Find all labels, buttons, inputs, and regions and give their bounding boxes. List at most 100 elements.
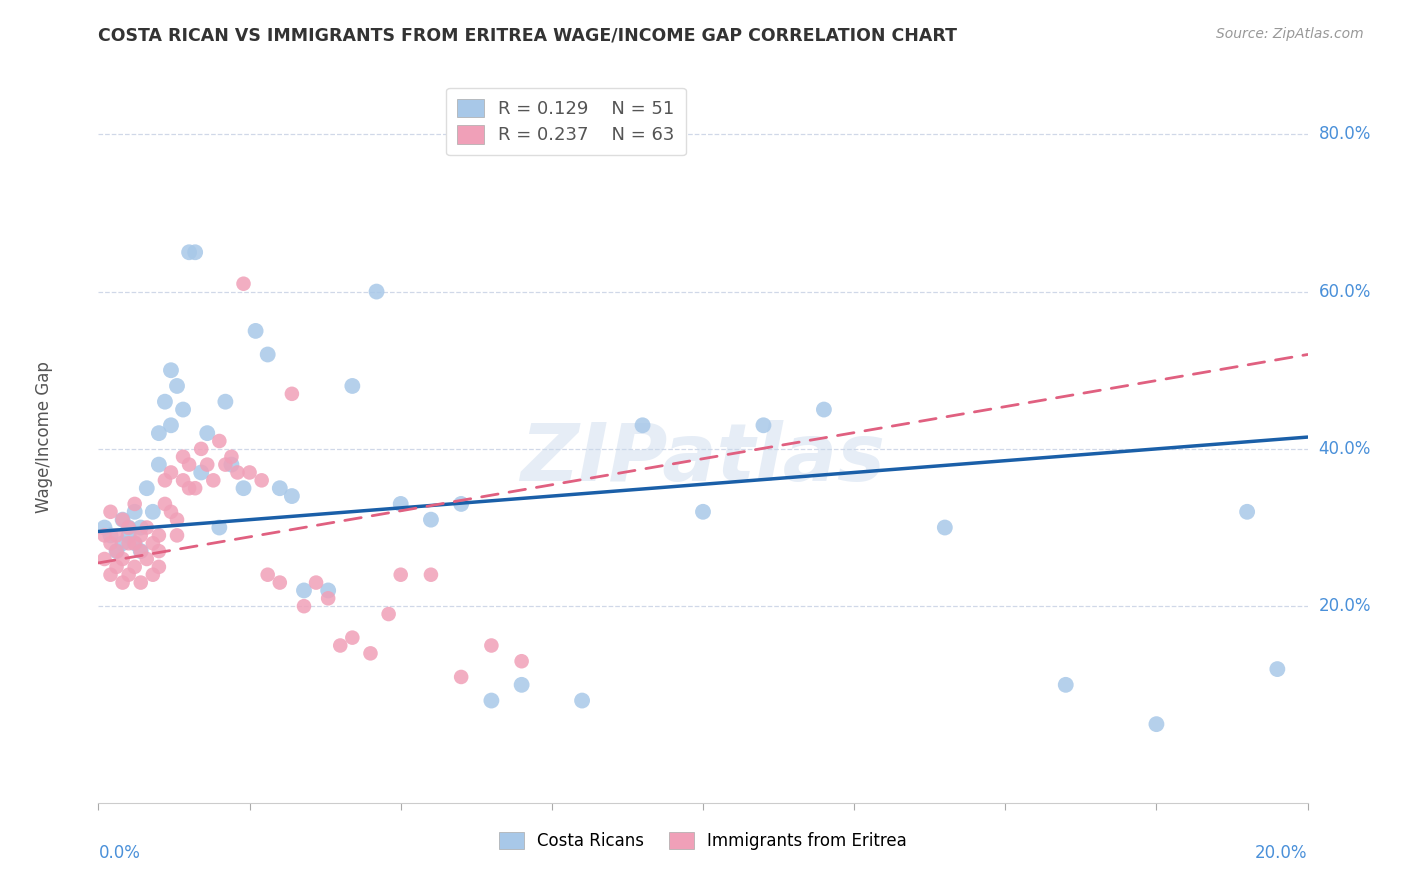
Point (105, 528, 128, 542)
Point (179, 481, 201, 495)
Point (934, 520, 956, 534)
Point (142, 567, 165, 582)
Point (129, 528, 152, 542)
Point (190, 442, 212, 456)
Point (172, 450, 194, 464)
Point (118, 520, 141, 534)
Text: 20.0%: 20.0% (1256, 845, 1308, 863)
Point (420, 513, 443, 527)
Point (1054, 678, 1077, 692)
Point (100, 505, 122, 519)
Text: 0.0%: 0.0% (98, 845, 141, 863)
Point (481, 693, 503, 707)
Point (316, 583, 339, 598)
Point (292, 599, 315, 614)
Point (166, 513, 188, 527)
Text: 80.0%: 80.0% (1319, 125, 1371, 144)
Point (208, 520, 231, 534)
Point (184, 245, 207, 260)
Point (105, 544, 128, 558)
Text: 60.0%: 60.0% (1319, 283, 1371, 301)
Point (111, 513, 134, 527)
Point (148, 544, 170, 558)
Point (389, 497, 412, 511)
Point (631, 418, 654, 433)
Text: 40.0%: 40.0% (1319, 440, 1371, 458)
Legend: Costa Ricans, Immigrants from Eritrea: Costa Ricans, Immigrants from Eritrea (492, 825, 914, 856)
Point (232, 277, 254, 291)
Point (153, 394, 176, 409)
Point (93, 520, 115, 534)
Point (342, 631, 364, 645)
Point (135, 520, 157, 534)
Point (111, 513, 134, 527)
Point (111, 552, 134, 566)
Point (160, 466, 183, 480)
Point (111, 575, 134, 590)
Point (148, 426, 170, 441)
Point (100, 536, 122, 550)
Point (366, 285, 388, 299)
Point (250, 473, 273, 487)
Point (124, 536, 146, 550)
Point (93, 528, 115, 542)
Point (305, 575, 328, 590)
Point (1144, 717, 1167, 731)
Point (360, 646, 382, 660)
Point (100, 528, 122, 542)
Point (281, 489, 304, 503)
Point (172, 473, 194, 487)
Point (420, 567, 443, 582)
Point (118, 536, 141, 550)
Point (160, 418, 183, 433)
Point (342, 379, 364, 393)
Point (1236, 505, 1258, 519)
Point (510, 678, 533, 692)
Point (269, 481, 291, 495)
Point (105, 544, 128, 558)
Point (142, 505, 165, 519)
Point (153, 497, 176, 511)
Text: 20.0%: 20.0% (1319, 597, 1371, 615)
Point (129, 575, 152, 590)
Text: ZIPatlas: ZIPatlas (520, 420, 886, 498)
Point (172, 402, 194, 417)
Text: Wage/Income Gap: Wage/Income Gap (35, 361, 53, 513)
Point (214, 394, 236, 409)
Point (256, 567, 278, 582)
Point (118, 520, 141, 534)
Point (292, 583, 315, 598)
Point (166, 379, 188, 393)
Point (571, 693, 593, 707)
Point (124, 505, 146, 519)
Point (239, 466, 262, 480)
Point (389, 567, 412, 582)
Point (179, 245, 201, 260)
Text: COSTA RICAN VS IMMIGRANTS FROM ERITREA WAGE/INCOME GAP CORRELATION CHART: COSTA RICAN VS IMMIGRANTS FROM ERITREA W… (98, 27, 957, 45)
Point (692, 505, 714, 519)
Point (221, 450, 243, 464)
Point (208, 434, 231, 448)
Point (195, 426, 218, 441)
Point (329, 639, 352, 653)
Point (202, 473, 225, 487)
Point (221, 458, 243, 472)
Point (281, 387, 304, 401)
Point (153, 473, 176, 487)
Point (105, 559, 128, 574)
Point (245, 324, 267, 338)
Point (148, 458, 170, 472)
Point (160, 505, 183, 519)
Point (118, 528, 141, 542)
Point (160, 363, 183, 377)
Point (184, 481, 207, 495)
Point (752, 418, 775, 433)
Point (124, 497, 146, 511)
Point (135, 481, 157, 495)
Point (129, 544, 152, 558)
Point (377, 607, 399, 621)
Point (214, 458, 236, 472)
Point (269, 575, 291, 590)
Point (226, 466, 249, 480)
Point (124, 559, 146, 574)
